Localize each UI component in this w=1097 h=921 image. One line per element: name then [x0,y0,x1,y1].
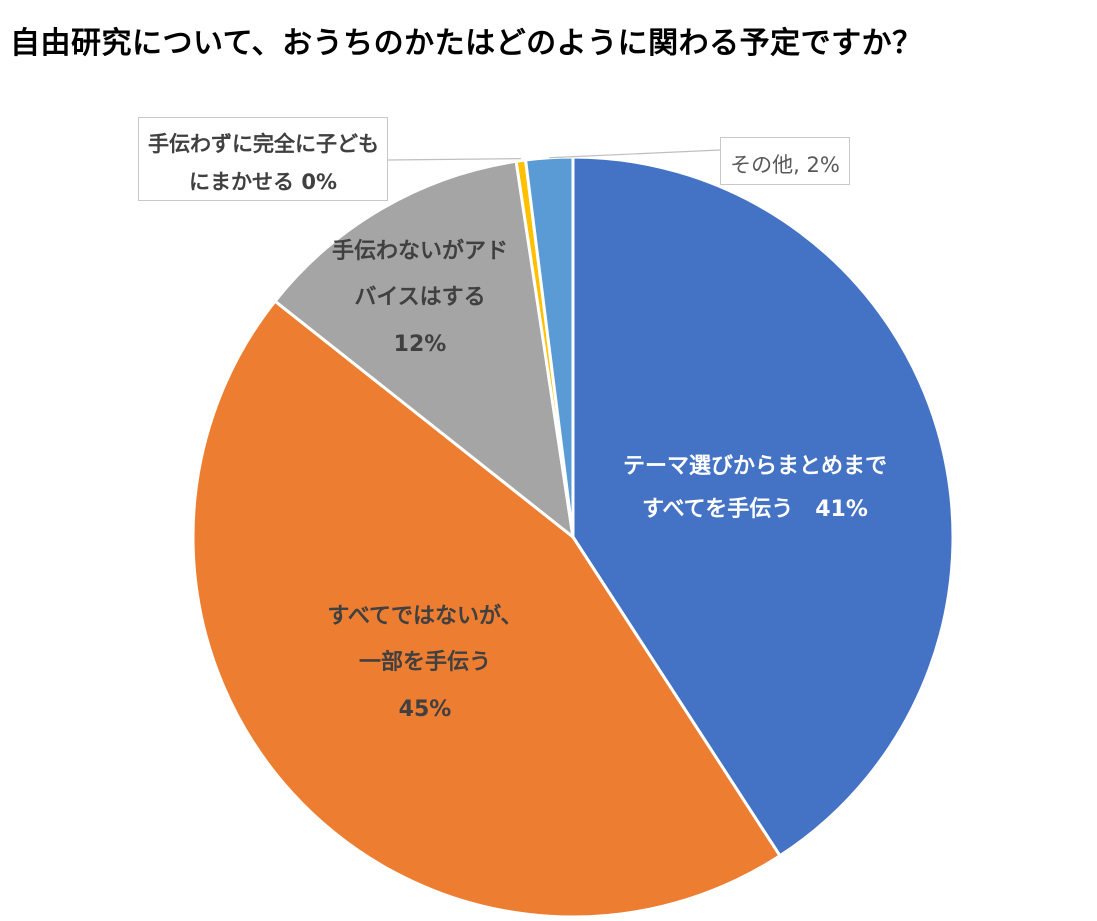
slice-label-advice-line1: 手伝わないがアド [331,239,508,264]
slice-label-advice-line3: 12% [393,332,447,357]
slice-label-partial-help-line3: 45% [398,697,452,722]
callout-box-kids [138,117,388,201]
slice-label-partial-help-line1: すべてではないが、 [327,604,523,629]
pie-slices [191,155,955,919]
slice-label-other: その他, 2% [730,153,840,177]
slice-label-kids-line1: 手伝わずに完全に子ども [148,132,379,156]
leader-line-other [549,149,721,159]
leader-line-kids [387,157,521,161]
slice-advice [273,159,575,539]
leader-lines [387,149,721,161]
slice-label-kids-line2: にまかせる 0% [189,170,337,194]
slice-label-full-help-line1: テーマ選びからまとめまで [622,454,887,479]
chart-title: 自由研究について、おうちのかたはどのように関わる予定ですか？ [10,26,923,61]
callout-box-other [720,137,850,185]
slice-label-full-help-line2: すべてを手伝う 41% [642,497,868,522]
slice-label-advice-line2: バイスはする [354,285,486,310]
slice-label-partial-help-line2: 一部を手伝う [358,650,491,675]
slice-partial-help [191,299,782,919]
